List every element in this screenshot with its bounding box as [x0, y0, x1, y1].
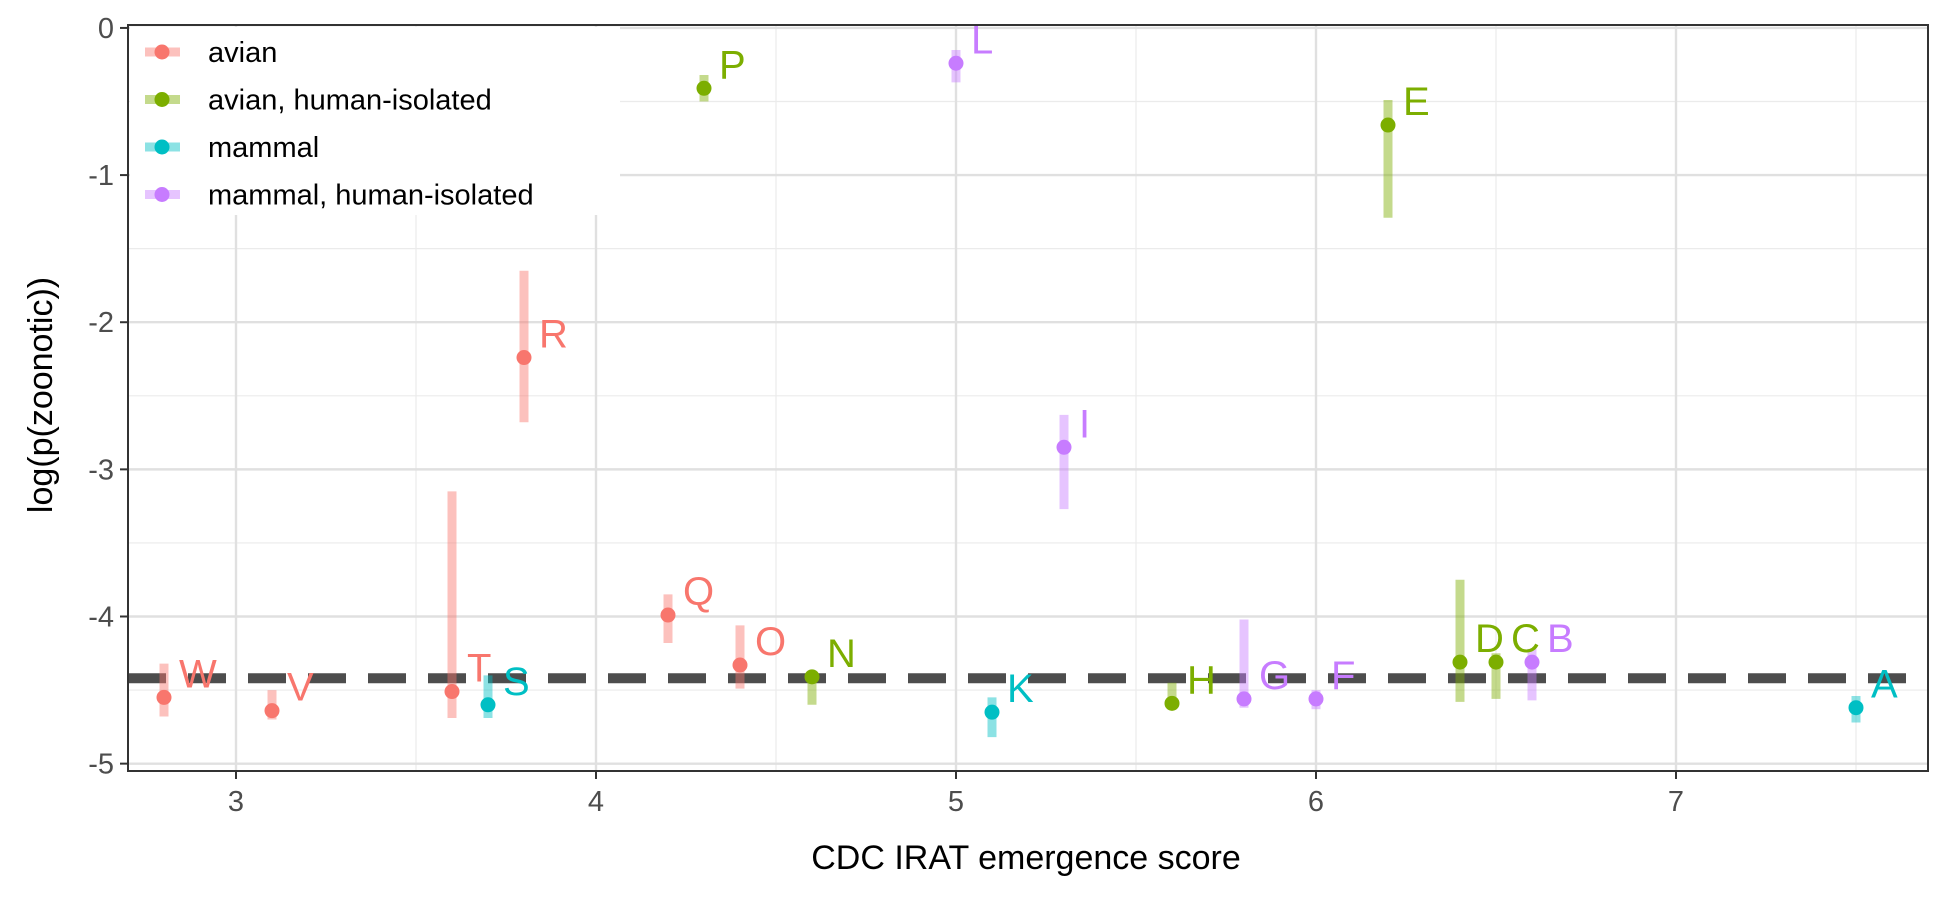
y-tick-label: -1: [88, 160, 114, 192]
y-tick-label: -5: [88, 749, 114, 781]
point-label-g: G: [1259, 654, 1290, 698]
point-q: [660, 607, 676, 623]
x-axis-title: CDC IRAT emergence score: [811, 839, 1241, 877]
point-label-q: Q: [683, 570, 714, 614]
point-t: [444, 684, 460, 700]
legend-key-point: [154, 92, 170, 107]
point-label-v: V: [287, 666, 314, 710]
point-label-b: B: [1547, 617, 1574, 661]
point-k: [984, 704, 1000, 720]
axis-ticks: 3 4 5 6 7 0 -1 -2 -3 -4 -5: [88, 13, 1684, 818]
point-v: [264, 703, 280, 719]
point-label-h: H: [1187, 658, 1216, 702]
point-f: [1308, 691, 1324, 707]
x-tick-label: 4: [588, 786, 604, 818]
x-tick-label: 6: [1308, 786, 1324, 818]
point-label-l: L: [971, 18, 993, 62]
point-h: [1164, 695, 1180, 711]
legend-label: mammal, human-isolated: [208, 180, 534, 212]
point-label-s: S: [503, 660, 530, 704]
point-label-p: P: [719, 43, 746, 87]
y-tick-label: -3: [88, 454, 114, 486]
point-d: [1452, 654, 1468, 670]
data-points: [156, 55, 1864, 720]
point-label-f: F: [1331, 654, 1355, 698]
point-c: [1488, 654, 1504, 670]
point-s: [480, 697, 496, 713]
x-tick-label: 5: [948, 786, 964, 818]
legend-item: avian, human-isolated: [145, 85, 492, 117]
point-label-t: T: [467, 647, 491, 691]
point-p: [696, 80, 712, 96]
legend: avian avian, human-isolated mammal mammal, …: [130, 27, 620, 215]
legend-label: avian: [208, 37, 277, 69]
gridlines: [128, 25, 1928, 771]
point-o: [732, 657, 748, 673]
legend-item: mammal, human-isolated: [145, 180, 534, 212]
point-b: [1524, 654, 1540, 670]
point-a: [1848, 700, 1864, 716]
legend-item: mammal: [145, 132, 319, 164]
legend-label: avian, human-isolated: [208, 85, 492, 117]
point-n: [804, 669, 820, 685]
point-label-o: O: [755, 620, 786, 664]
x-tick-label: 7: [1668, 786, 1684, 818]
point-label-w: W: [179, 652, 217, 696]
y-tick-label: -4: [88, 602, 114, 634]
point-label-c: C: [1511, 617, 1540, 661]
point-label-r: R: [539, 313, 568, 357]
y-tick-label: -2: [88, 307, 114, 339]
point-l: [948, 55, 964, 71]
plot-panel-border: [127, 24, 1929, 772]
point-label-a: A: [1871, 663, 1898, 707]
legend-key-point: [154, 44, 170, 60]
point-r: [516, 350, 532, 366]
point-w: [156, 689, 172, 705]
point-labels: W V T R QO P N H E D C S K A L I G F B: [179, 18, 1898, 711]
point-g: [1236, 691, 1252, 707]
legend-label: mammal: [208, 132, 319, 164]
legend-key-point: [154, 139, 170, 155]
legend-item: avian: [145, 37, 277, 69]
point-i: [1056, 439, 1072, 455]
point-label-n: N: [827, 632, 856, 676]
point-e: [1380, 117, 1396, 133]
point-label-i: I: [1079, 402, 1090, 446]
point-label-e: E: [1403, 80, 1430, 124]
x-tick-label: 3: [228, 786, 244, 818]
point-label-d: D: [1475, 617, 1504, 661]
legend-background: [130, 27, 620, 215]
legend-key-point: [154, 187, 170, 202]
y-tick-label: 0: [98, 13, 114, 45]
y-axis-title: log(p(zoonotic)): [22, 277, 60, 513]
point-label-k: K: [1007, 667, 1034, 711]
